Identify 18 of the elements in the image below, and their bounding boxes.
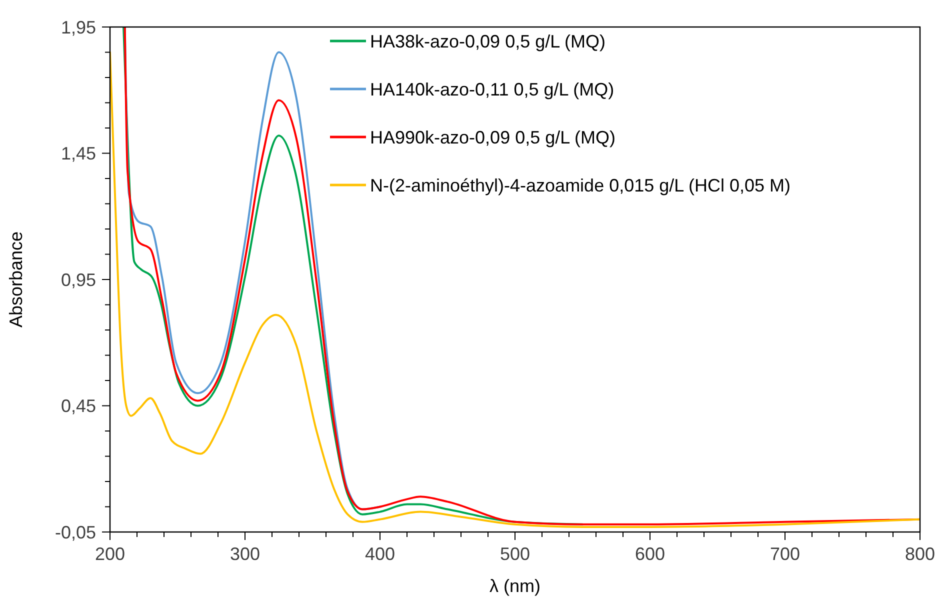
y-tick-label: 0,95: [60, 270, 96, 290]
x-tick-label: 600: [634, 544, 666, 564]
x-tick-label: 700: [770, 544, 800, 564]
legend-label: HA990k-azo-0,09 0,5 g/L (MQ): [370, 127, 616, 148]
legend-label: N-(2-aminoéthyl)-4-azoamide 0,015 g/L (HCl 0,05 M): [370, 175, 790, 196]
y-axis-title: Absorbance: [6, 231, 26, 328]
x-tick-label: 300: [230, 544, 260, 564]
x-axis-title: λ (nm): [490, 576, 540, 596]
y-tick-label: 1,95: [60, 17, 96, 38]
y-tick-label: 1,45: [60, 144, 96, 164]
y-tick-label: 0,45: [60, 396, 96, 416]
y-tick-label: -0,05: [54, 522, 96, 542]
x-tick-label: 200: [94, 544, 126, 564]
x-tick-label: 800: [904, 544, 936, 564]
x-tick-label: 500: [500, 544, 530, 564]
legend-label: HA38k-azo-0,09 0,5 g/L (MQ): [370, 31, 606, 52]
x-tick-label: 400: [364, 544, 396, 564]
legend-label: HA140k-azo-0,11 0,5 g/L (MQ): [370, 79, 614, 100]
